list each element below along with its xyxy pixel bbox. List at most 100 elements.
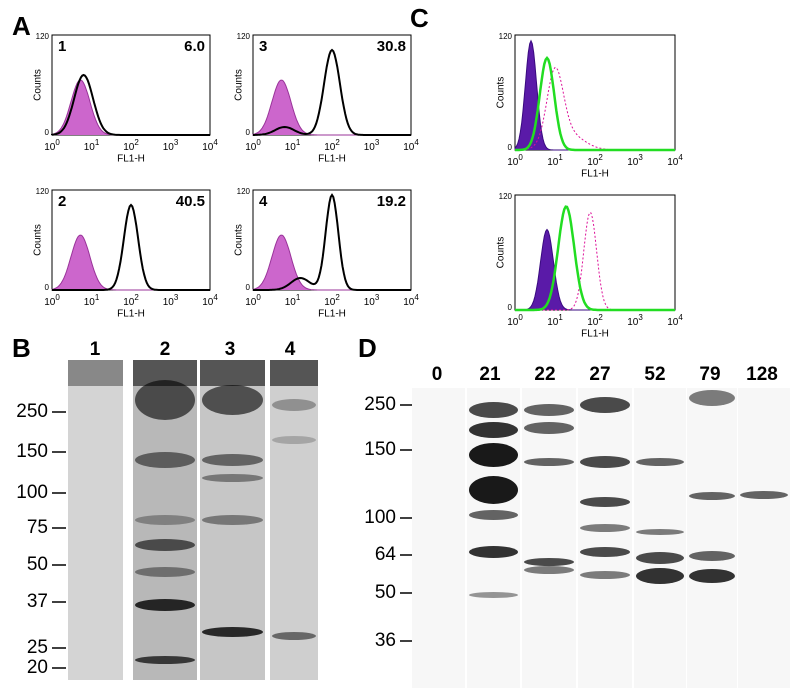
x-tick-label: 101 <box>285 138 301 153</box>
lane-label: 22 <box>534 364 555 385</box>
tick-base: 10 <box>245 142 257 153</box>
percent-label: 40.5 <box>176 193 205 210</box>
band <box>469 422 518 438</box>
tick-base: 10 <box>163 142 175 153</box>
sample-label: 1 <box>58 38 66 55</box>
x-tick-label: 101 <box>547 153 563 168</box>
x-axis-title: FL1-H <box>117 309 145 320</box>
tick-exponent: 2 <box>335 293 340 302</box>
lane-label: 0 <box>432 364 443 385</box>
tick-base: 10 <box>123 297 135 308</box>
band <box>580 497 630 507</box>
tick-base: 10 <box>587 317 599 328</box>
x-tick-label: 103 <box>163 293 179 308</box>
band <box>524 566 574 574</box>
histogram <box>515 56 675 152</box>
x-tick-label: 101 <box>84 293 100 308</box>
histogram <box>515 211 675 311</box>
band <box>272 436 316 444</box>
marker-label: 25 <box>27 637 48 658</box>
panel-label: A <box>12 11 31 41</box>
gel-lane <box>522 388 576 688</box>
y-axis-title: Counts <box>33 224 44 256</box>
band <box>580 571 630 579</box>
y-axis-title: Counts <box>234 224 245 256</box>
band <box>469 476 518 504</box>
y-axis-title: Counts <box>496 77 507 109</box>
marker-label: 20 <box>27 657 48 678</box>
tick-base: 10 <box>364 297 376 308</box>
x-tick-label: 102 <box>324 138 340 153</box>
lane-label: 52 <box>644 364 665 385</box>
sample-label: 3 <box>259 38 267 55</box>
x-tick-label: 102 <box>123 138 139 153</box>
tick-exponent: 2 <box>134 138 139 147</box>
marker-label: 100 <box>364 507 396 528</box>
y-axis-title: Counts <box>234 69 245 101</box>
histogram <box>52 203 210 291</box>
tick-exponent: 0 <box>55 293 60 302</box>
band <box>202 627 263 637</box>
x-tick-label: 104 <box>202 293 218 308</box>
band <box>202 515 263 525</box>
band <box>469 402 518 418</box>
y-tick-label: 0 <box>45 128 50 137</box>
percent-label: 19.2 <box>377 193 406 210</box>
percent-label: 30.8 <box>377 38 406 55</box>
tick-base: 10 <box>324 297 336 308</box>
band <box>469 443 518 467</box>
tick-base: 10 <box>667 317 679 328</box>
x-axis-title: FL1-H <box>581 169 609 180</box>
band <box>689 390 735 406</box>
band <box>636 529 684 535</box>
tick-exponent: 4 <box>678 313 683 322</box>
marker-label: 100 <box>16 482 48 503</box>
marker-label: 64 <box>375 544 397 565</box>
tick-exponent: 1 <box>296 138 301 147</box>
y-tick-label: 120 <box>237 32 251 41</box>
tick-base: 10 <box>627 157 639 168</box>
marker-label: 250 <box>364 394 396 415</box>
band <box>135 452 195 468</box>
tick-base: 10 <box>245 297 257 308</box>
lane-label: 79 <box>699 364 720 385</box>
tick-base: 10 <box>44 297 56 308</box>
x-tick-label: 100 <box>245 138 261 153</box>
marker-label: 37 <box>27 591 48 612</box>
x-axis-title: FL1-H <box>117 154 145 165</box>
x-tick-label: 102 <box>123 293 139 308</box>
x-tick-label: 102 <box>587 313 603 328</box>
tick-exponent: 0 <box>256 138 261 147</box>
x-tick-label: 100 <box>507 313 523 328</box>
x-axis-title: FL1-H <box>318 309 346 320</box>
band <box>272 399 316 411</box>
band <box>636 552 684 564</box>
x-tick-label: 103 <box>163 138 179 153</box>
y-tick-label: 0 <box>508 303 513 312</box>
y-tick-label: 0 <box>508 143 513 152</box>
tick-exponent: 2 <box>598 153 603 162</box>
gel-lane <box>68 360 123 680</box>
tick-exponent: 4 <box>213 293 218 302</box>
band <box>580 524 630 532</box>
band <box>469 510 518 520</box>
lane-label: 128 <box>746 364 778 385</box>
marker-label: 50 <box>27 554 48 575</box>
tick-base: 10 <box>123 142 135 153</box>
tick-base: 10 <box>403 142 415 153</box>
panel-label: D <box>358 333 377 363</box>
x-tick-label: 102 <box>587 153 603 168</box>
gel-top <box>270 360 318 386</box>
sample-label: 4 <box>259 193 268 210</box>
tick-base: 10 <box>667 157 679 168</box>
x-axis-title: FL1-H <box>581 329 609 340</box>
band <box>524 422 574 434</box>
tick-base: 10 <box>163 297 175 308</box>
tick-exponent: 4 <box>414 293 419 302</box>
sample-label: 2 <box>58 193 66 210</box>
tick-exponent: 0 <box>518 313 523 322</box>
marker-label: 75 <box>27 517 48 538</box>
gel-lane <box>270 360 318 680</box>
y-tick-label: 120 <box>237 187 251 196</box>
x-tick-label: 103 <box>364 138 380 153</box>
